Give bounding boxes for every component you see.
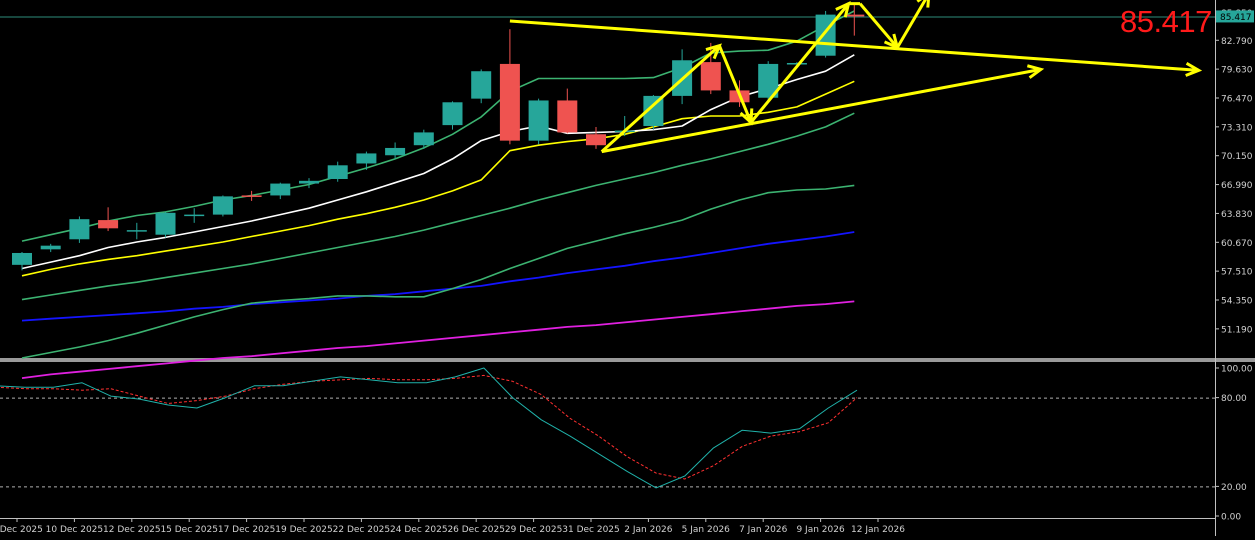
price-tick-label: 63.830 — [1221, 210, 1253, 220]
date-label: 31 Dec 2025 — [562, 525, 620, 535]
candle-bull — [12, 252, 32, 265]
date-label: 19 Dec 2025 — [275, 525, 333, 535]
stoch-tick-label: 20.00 — [1221, 483, 1247, 493]
white-ema-line — [21, 54, 855, 270]
candle-bull — [155, 212, 176, 235]
zigzag-path-segment — [718, 45, 753, 123]
date-label: 12 Dec 2025 — [103, 525, 161, 535]
stoch-tick-label: 0.00 — [1221, 513, 1241, 523]
stoch-main-line — [0, 367, 858, 489]
mid-band-line — [21, 112, 855, 301]
candle-bull — [299, 180, 319, 184]
zigzag-path-segment — [858, 2, 899, 49]
price-tick-label: 73.310 — [1221, 123, 1253, 133]
price-tick-label: 82.790 — [1221, 37, 1253, 47]
price-tick-label: 60.670 — [1221, 239, 1253, 249]
candle-bull — [413, 132, 434, 146]
candle-bear — [98, 220, 119, 229]
date-label: 5 Jan 2026 — [682, 525, 730, 535]
zigzag-path-segment — [896, 0, 927, 49]
axes: 85.85082.79079.63076.47073.31070.15066.9… — [0, 9, 1254, 535]
blue-ema-line — [21, 231, 855, 322]
price-tick-label: 66.990 — [1221, 181, 1253, 191]
candle-bull — [471, 71, 492, 99]
candle-bull — [69, 219, 90, 240]
date-label: 2 Jan 2026 — [624, 525, 672, 535]
candle-bear — [557, 100, 578, 133]
stochastic-pane[interactable] — [0, 367, 1215, 489]
yellow-ema-line — [21, 80, 855, 277]
price-tick-label: 76.470 — [1221, 94, 1253, 104]
price-tick-label: 70.150 — [1221, 152, 1253, 162]
lower-band-line — [21, 184, 855, 359]
arrow-head — [1026, 64, 1045, 79]
candle-bull — [758, 63, 779, 98]
candle-bear — [586, 134, 606, 146]
date-label: 24 Dec 2025 — [390, 525, 448, 535]
candle-bull — [40, 245, 61, 250]
date-label: 26 Dec 2025 — [447, 525, 505, 535]
candle-bull — [442, 102, 463, 126]
candle-bear — [844, 14, 865, 17]
date-label: 8 Dec 2025 — [0, 525, 43, 535]
candle-bear — [700, 62, 721, 91]
candle-bull — [126, 230, 147, 232]
candle-bull — [385, 147, 406, 156]
price-tick-label: 54.350 — [1221, 297, 1253, 307]
candle-bear — [241, 195, 262, 197]
date-label: 9 Jan 2026 — [796, 525, 844, 535]
date-label: 22 Dec 2025 — [333, 525, 391, 535]
resistance-trendline — [509, 19, 1199, 72]
date-label: 7 Jan 2026 — [739, 525, 787, 535]
candle-bull — [356, 153, 377, 164]
date-label: 29 Dec 2025 — [505, 525, 563, 535]
zigzag-path-segment — [749, 2, 850, 124]
candle-bull — [786, 63, 807, 65]
candle-bull — [270, 183, 291, 196]
candle-bull — [528, 100, 549, 141]
candle-bull — [184, 214, 205, 217]
stoch-tick-label: 100.00 — [1221, 365, 1253, 375]
arrow-head — [916, 0, 930, 8]
date-label: 17 Dec 2025 — [218, 525, 276, 535]
current-price-tag — [1216, 10, 1254, 23]
magenta-ema-line — [21, 300, 855, 379]
big-price-label: 85.417 — [1120, 4, 1212, 39]
candle-bull — [327, 165, 348, 179]
price-tick-label: 51.190 — [1221, 325, 1253, 335]
candle-bull — [643, 95, 664, 127]
zigzag-path-segment — [600, 44, 721, 153]
candle-bear — [499, 63, 520, 141]
date-label: 10 Dec 2025 — [46, 525, 104, 535]
candle-bull — [212, 196, 233, 215]
current-price-tag-label: 85.417 — [1220, 13, 1252, 23]
date-label: 15 Dec 2025 — [160, 525, 218, 535]
price-tick-label: 79.630 — [1221, 66, 1253, 76]
pane-separator[interactable] — [0, 358, 1255, 362]
stoch-tick-label: 80.00 — [1221, 394, 1247, 404]
arrow-head — [1185, 62, 1203, 77]
date-label: 12 Jan 2026 — [851, 525, 905, 535]
price-tick-label: 57.510 — [1221, 268, 1253, 278]
support-trendline — [601, 67, 1042, 154]
price-pane[interactable] — [0, 0, 1215, 379]
